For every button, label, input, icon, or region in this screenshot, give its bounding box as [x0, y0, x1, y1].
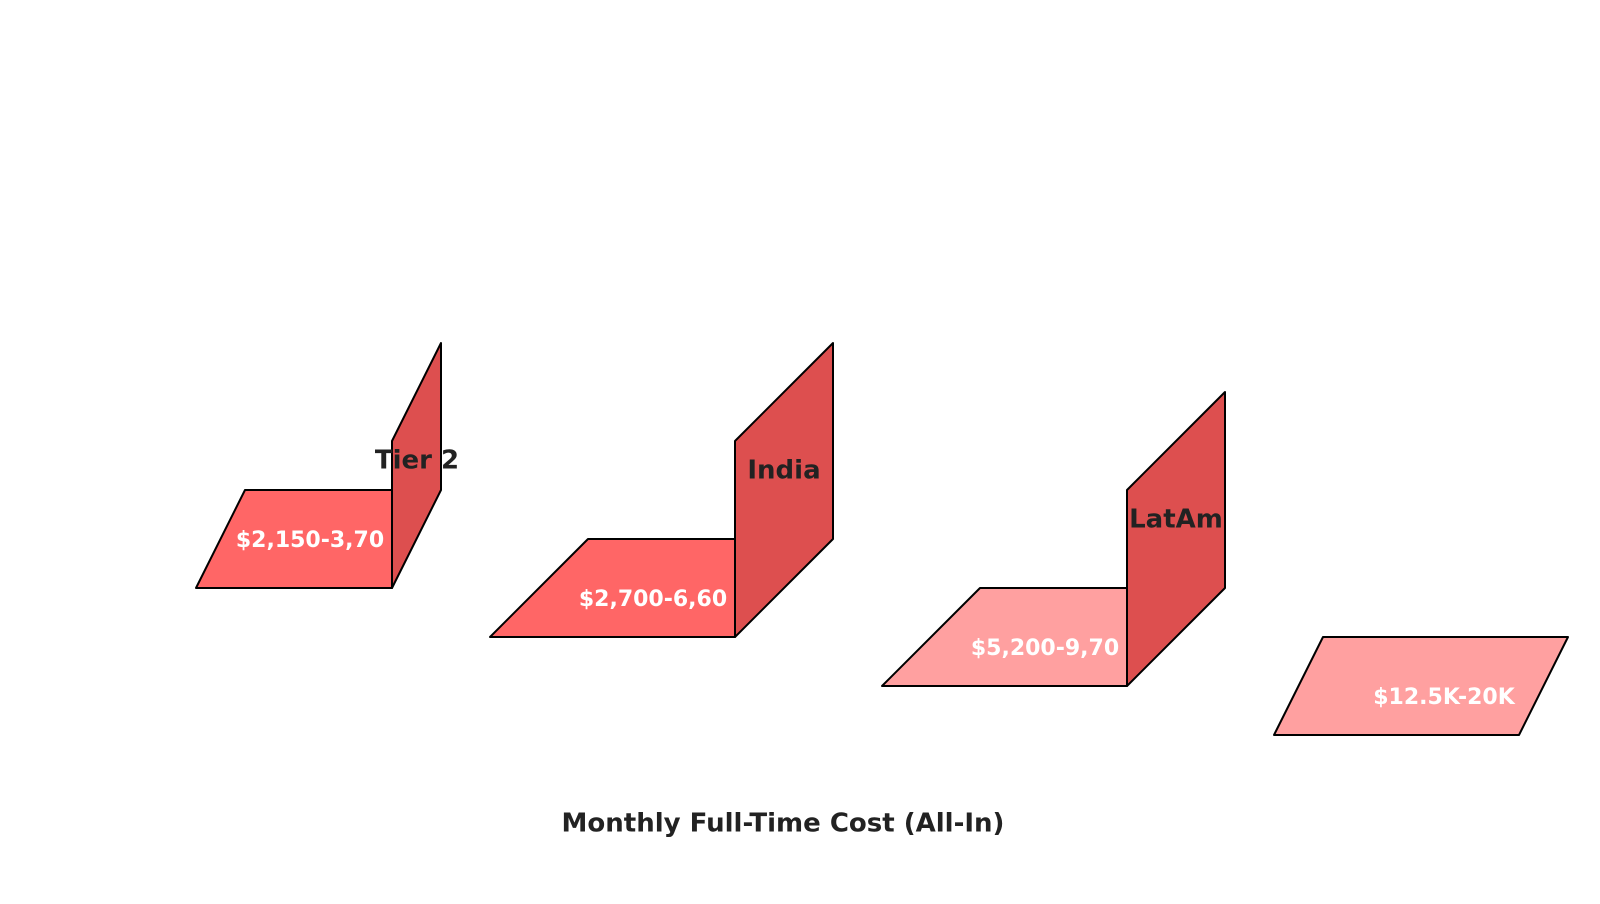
item-label: LatAm [1129, 505, 1223, 535]
india-block: $2,700-6,60 India [489, 342, 834, 638]
value-label: $5,200-9,70 [971, 636, 1119, 661]
tier-2-block: $2,150-3,70 Tier 2 [195, 342, 459, 589]
side-panel [1126, 391, 1226, 687]
side-panel [391, 342, 442, 589]
value-label: $12.5K-20K [1373, 685, 1515, 710]
side-panel [734, 342, 834, 638]
item-label: India [747, 456, 820, 486]
value-label: $2,700-6,60 [579, 587, 727, 612]
item-label: Tier 2 [375, 446, 459, 476]
value-label: $2,150-3,70 [236, 528, 384, 553]
fourth-block: $12.5K-20K [1273, 636, 1569, 736]
latam-block: $5,200-9,70 LatAm [881, 391, 1226, 687]
diagram-title: Monthly Full-Time Cost (All-In) [562, 809, 1005, 839]
base-panel [1273, 636, 1569, 736]
